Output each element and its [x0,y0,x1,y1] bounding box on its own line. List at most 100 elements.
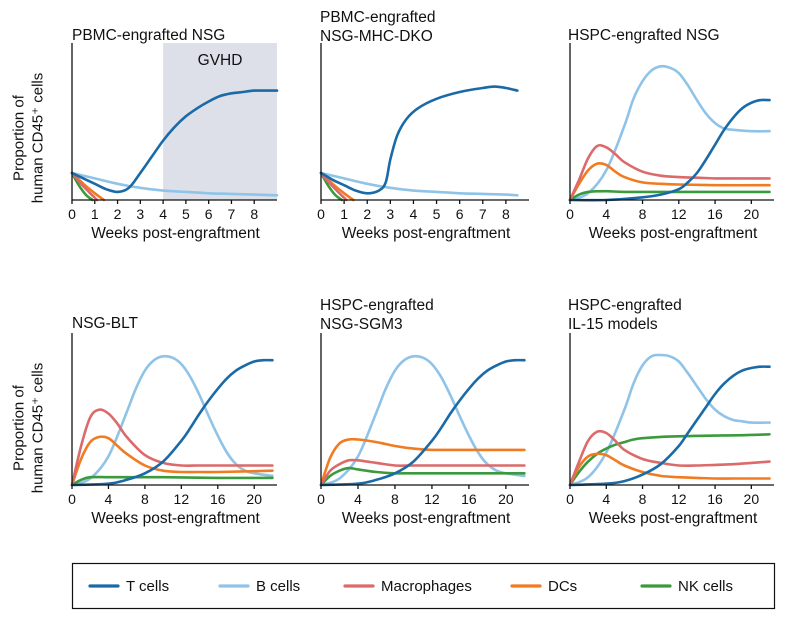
panel-title: HSPC-engrafted NSG [568,27,720,44]
x-tick-label: 20 [744,491,760,507]
legend-label-nk-cells: NK cells [678,578,733,595]
x-tick-label: 16 [461,491,477,507]
x-tick-label: 7 [228,206,236,222]
series-line-t-cells [568,98,771,202]
x-tick-label: 2 [363,206,371,222]
x-tick-label: 8 [639,491,647,507]
y-axis-label-line: human CD45⁺ cells [30,73,47,203]
x-tick-label: 4 [105,491,113,507]
series-line-macrophages [319,171,348,202]
series-line-macrophages [70,408,274,487]
series-line-t-cells [568,365,771,487]
x-tick-label: 0 [566,491,574,507]
series-line-macrophages [568,143,771,202]
series-line-b-cells [70,171,279,197]
x-tick-label: 6 [456,206,464,222]
series-line-dcs [568,452,771,487]
chart-panel: 0 4 8 12 16 20 Weeks post-engraftment HSPC-engr… [317,297,529,527]
x-tick-label: 12 [671,491,687,507]
legend-label-dcs: DCs [548,578,577,595]
x-tick-label: 4 [410,206,418,222]
x-tick-label: 0 [317,491,325,507]
series-line-macrophages [568,429,771,487]
y-axis-label-line: human CD45⁺ cells [30,363,47,493]
chart-panel: 0 4 8 12 16 20 Weeks post-engraftment NSG-BLT [68,315,277,527]
panel-title: NSG-MHC-DKO [320,28,433,45]
y-axis-label-line: Proportion of [11,384,28,471]
x-tick-label: 0 [68,491,76,507]
chart-panel: 0 1 2 3 4 5 6 7 8 Weeks post-engraftment PBMC-engr… [317,9,529,242]
x-axis-label: Weeks post-engraftment [342,225,511,242]
x-tick-label: 20 [744,206,760,222]
x-tick-label: 5 [433,206,441,222]
panel-title: PBMC-engrafted NSG [72,27,225,44]
x-tick-label: 0 [317,206,325,222]
y-axis-label-line: Proportion of [11,94,28,181]
axis-lines [320,43,529,201]
series-line-macrophages [70,171,99,202]
x-tick-label: 1 [340,206,348,222]
x-tick-label: 12 [671,206,687,222]
x-tick-label: 20 [498,491,514,507]
x-axis-label: Weeks post-engraftment [342,510,511,527]
series-line-nk-cells [568,433,771,487]
x-tick-label: 4 [159,206,167,222]
x-tick-label: 12 [424,491,440,507]
y-axis-label: Proportion of human CD45⁺ cells [11,73,47,203]
series-line-nk-cells [568,189,771,202]
x-tick-label: 0 [566,206,574,222]
series-line-nk-cells [319,466,526,487]
x-tick-label: 16 [707,206,723,222]
y-axis-labels: Proportion of human CD45⁺ cellsProportion… [11,73,47,493]
x-tick-label: 12 [174,491,190,507]
series-line-t-cells [319,85,519,195]
panel-title: NSG-SGM3 [320,316,403,333]
series-line-dcs [568,161,771,202]
x-tick-label: 1 [91,206,99,222]
legend-label-b-cells: B cells [256,578,300,595]
series-line-t-cells [70,89,279,194]
panel-title: HSPC-engrafted [568,297,682,314]
panel-title: IL-15 models [568,316,658,333]
series-line-nk-cells [70,475,274,487]
x-axis-label: Weeks post-engraftment [91,510,260,527]
gvhd-region [163,43,277,200]
legend-label-macrophages: Macrophages [381,578,472,595]
x-tick-label: 2 [114,206,122,222]
x-tick-label: 20 [246,491,262,507]
legend-label-t-cells: T cells [126,578,169,595]
gvhd-label: GVHD [198,52,243,69]
panel-title: PBMC-engrafted [320,9,435,26]
x-tick-label: 7 [479,206,487,222]
x-tick-label: 8 [502,206,510,222]
x-axis-label: Weeks post-engraftment [589,225,758,242]
x-tick-label: 4 [602,206,610,222]
x-tick-label: 5 [182,206,190,222]
series-line-b-cells [319,171,519,197]
series-line-t-cells [70,358,274,487]
series-line-t-cells [319,358,526,487]
legend: T cells B cells Macrophages DCs NK cells [71,562,776,610]
panel-title: NSG-BLT [72,315,139,332]
x-tick-label: 3 [386,206,394,222]
x-tick-label: 8 [250,206,258,222]
series-line-b-cells [568,64,771,202]
axis-lines [320,333,529,486]
x-tick-label: 16 [210,491,226,507]
series-line-dcs [70,435,274,487]
chart-panel: GVHD 0 1 2 3 4 5 6 7 8 Weeks post-engraftment PBMC-… [68,27,279,242]
x-axis-label: Weeks post-engraftment [589,510,758,527]
x-axis-label: Weeks post-engraftment [91,225,260,242]
series-line-macrophages [319,458,526,487]
x-tick-label: 8 [391,491,399,507]
y-axis-label: Proportion of human CD45⁺ cells [11,363,47,493]
x-tick-label: 8 [639,206,647,222]
x-tick-label: 16 [707,491,723,507]
series-line-dcs [319,437,526,487]
chart-panel: 0 4 8 12 16 20 Weeks post-engraftment HSPC-engr… [566,27,774,242]
chart-panel: 0 4 8 12 16 20 Weeks post-engraftment HSPC-engr… [566,297,774,527]
x-tick-label: 3 [136,206,144,222]
x-tick-label: 4 [354,491,362,507]
